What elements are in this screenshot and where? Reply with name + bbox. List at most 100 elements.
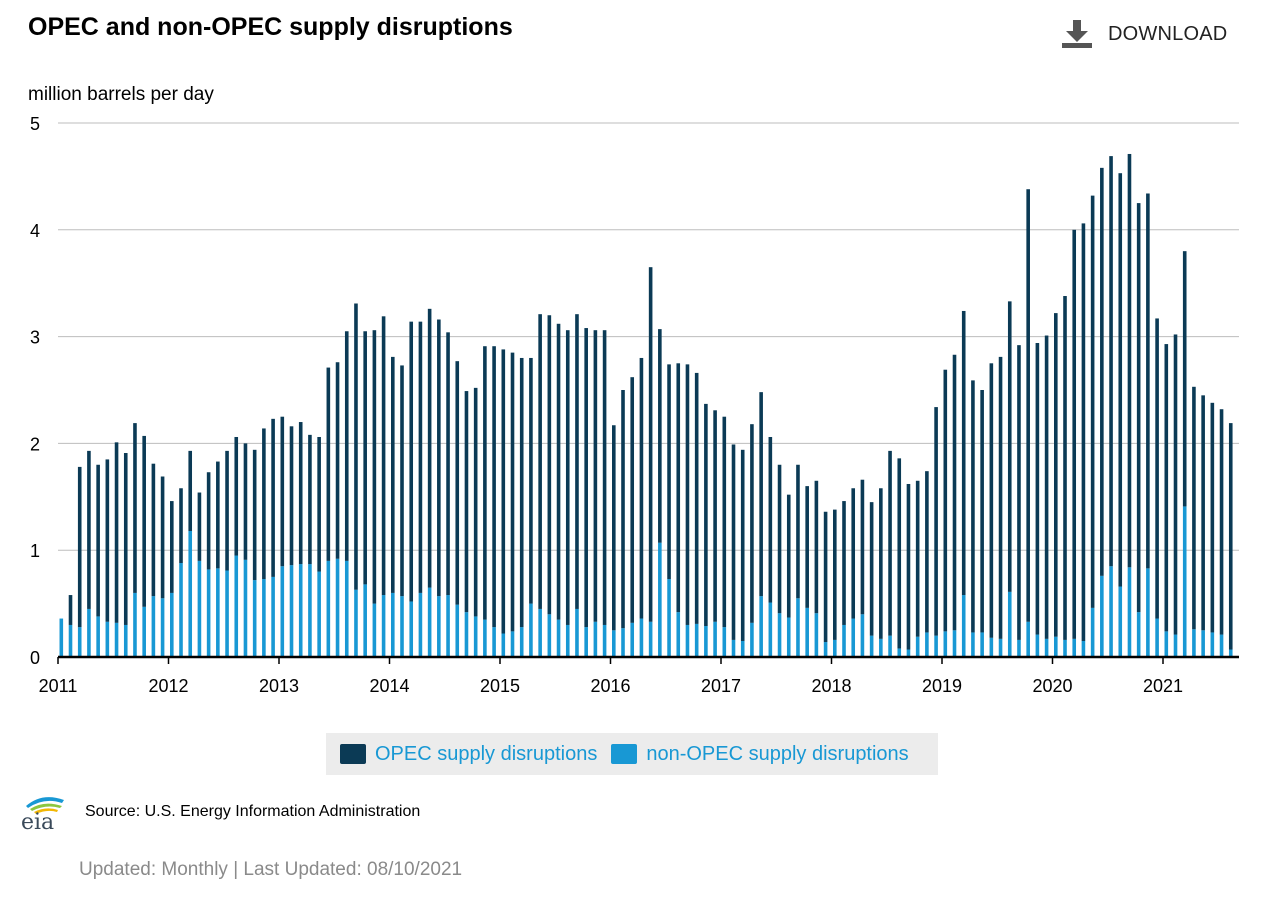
bar-non-opec[interactable] xyxy=(1081,640,1086,657)
bar-non-opec[interactable] xyxy=(621,628,625,657)
bar-non-opec[interactable] xyxy=(1063,639,1067,657)
bar-non-opec[interactable] xyxy=(980,632,984,657)
bar-non-opec[interactable] xyxy=(777,613,782,657)
bar-non-opec[interactable] xyxy=(704,626,708,657)
bar-non-opec[interactable] xyxy=(298,564,303,657)
bar-opec[interactable] xyxy=(833,509,837,640)
bar-opec[interactable] xyxy=(888,450,892,636)
bar-non-opec[interactable] xyxy=(77,627,82,657)
bar-non-opec[interactable] xyxy=(952,630,957,657)
bar-opec[interactable] xyxy=(1026,189,1030,622)
bar-opec[interactable] xyxy=(418,321,423,593)
bar-non-opec[interactable] xyxy=(934,635,938,657)
bar-opec[interactable] xyxy=(271,418,275,577)
bar-opec[interactable] xyxy=(630,377,635,623)
bar-opec[interactable] xyxy=(298,422,303,565)
bar-opec[interactable] xyxy=(1054,313,1058,637)
bar-non-opec[interactable] xyxy=(418,592,423,657)
bar-non-opec[interactable] xyxy=(105,621,110,657)
bar-opec[interactable] xyxy=(1109,156,1113,567)
bar-opec[interactable] xyxy=(519,357,524,628)
bar-non-opec[interactable] xyxy=(335,558,340,657)
bar-opec[interactable] xyxy=(998,356,1003,639)
bar-opec[interactable] xyxy=(344,331,349,561)
bar-opec[interactable] xyxy=(805,486,809,608)
bar-non-opec[interactable] xyxy=(1026,621,1030,657)
bar-opec[interactable] xyxy=(934,407,938,636)
bar-non-opec[interactable] xyxy=(344,560,349,657)
bar-opec[interactable] xyxy=(317,436,321,572)
bar-opec[interactable] xyxy=(722,416,727,628)
bar-opec[interactable] xyxy=(197,492,202,561)
bar-non-opec[interactable] xyxy=(833,639,837,657)
bar-opec[interactable] xyxy=(685,364,690,625)
bar-opec[interactable] xyxy=(1127,153,1132,568)
bar-non-opec[interactable] xyxy=(501,633,506,657)
bar-non-opec[interactable] xyxy=(87,608,91,657)
bar-opec[interactable] xyxy=(740,449,745,641)
bar-opec[interactable] xyxy=(750,424,754,623)
bar-opec[interactable] xyxy=(77,466,82,628)
bar-opec[interactable] xyxy=(648,267,653,622)
bar-non-opec[interactable] xyxy=(786,617,791,657)
bar-opec[interactable] xyxy=(170,501,174,593)
bar-opec[interactable] xyxy=(879,488,883,639)
bar-opec[interactable] xyxy=(179,488,183,564)
bar-opec[interactable] xyxy=(381,316,386,596)
bar-opec[interactable] xyxy=(667,364,671,580)
bar-non-opec[interactable] xyxy=(869,635,874,657)
bar-opec[interactable] xyxy=(1017,345,1021,640)
bar-opec[interactable] xyxy=(243,443,248,560)
bar-non-opec[interactable] xyxy=(630,622,635,657)
bar-opec[interactable] xyxy=(823,511,828,643)
bar-non-opec[interactable] xyxy=(593,621,598,657)
bar-non-opec[interactable] xyxy=(391,592,395,657)
bar-opec[interactable] xyxy=(1228,423,1233,650)
bar-non-opec[interactable] xyxy=(280,566,285,657)
bar-non-opec[interactable] xyxy=(906,649,911,657)
bar-non-opec[interactable] xyxy=(731,639,736,657)
bar-non-opec[interactable] xyxy=(427,587,432,657)
bar-non-opec[interactable] xyxy=(142,606,146,657)
bar-non-opec[interactable] xyxy=(1007,591,1012,657)
bar-opec[interactable] xyxy=(602,330,607,625)
bar-non-opec[interactable] xyxy=(1228,649,1233,657)
bar-opec[interactable] xyxy=(1100,167,1104,576)
bar-opec[interactable] xyxy=(1192,386,1196,630)
bar-opec[interactable] xyxy=(372,330,377,604)
bar-opec[interactable] xyxy=(639,357,644,619)
bar-non-opec[interactable] xyxy=(759,596,763,657)
bar-opec[interactable] xyxy=(584,328,588,628)
bar-non-opec[interactable] xyxy=(133,592,137,657)
bar-non-opec[interactable] xyxy=(529,603,533,657)
bar-opec[interactable] xyxy=(786,494,791,618)
bar-non-opec[interactable] xyxy=(805,607,809,657)
bar-opec[interactable] xyxy=(123,453,128,625)
bar-non-opec[interactable] xyxy=(455,604,460,657)
bar-non-opec[interactable] xyxy=(437,596,441,657)
bar-non-opec[interactable] xyxy=(519,627,524,657)
bar-non-opec[interactable] xyxy=(667,579,671,657)
download-button[interactable]: DOWNLOAD xyxy=(1060,18,1227,50)
bar-non-opec[interactable] xyxy=(68,624,73,657)
bar-opec[interactable] xyxy=(575,314,579,609)
bar-non-opec[interactable] xyxy=(1192,629,1196,657)
bar-non-opec[interactable] xyxy=(160,598,165,657)
bar-opec[interactable] xyxy=(851,488,856,619)
bar-opec[interactable] xyxy=(1090,195,1095,608)
bar-non-opec[interactable] xyxy=(354,589,358,657)
bar-opec[interactable] xyxy=(1072,229,1077,639)
bar-opec[interactable] xyxy=(556,323,561,620)
bar-non-opec[interactable] xyxy=(1164,631,1169,657)
bar-non-opec[interactable] xyxy=(915,636,920,657)
bar-non-opec[interactable] xyxy=(372,603,377,657)
bar-opec[interactable] xyxy=(952,354,957,631)
bar-opec[interactable] xyxy=(713,410,717,622)
bar-non-opec[interactable] xyxy=(565,624,570,657)
bar-non-opec[interactable] xyxy=(179,563,183,657)
bar-opec[interactable] xyxy=(814,480,819,614)
bar-non-opec[interactable] xyxy=(234,555,239,657)
bar-non-opec[interactable] xyxy=(381,595,386,657)
bar-opec[interactable] xyxy=(133,423,137,593)
bar-non-opec[interactable] xyxy=(1090,607,1095,657)
